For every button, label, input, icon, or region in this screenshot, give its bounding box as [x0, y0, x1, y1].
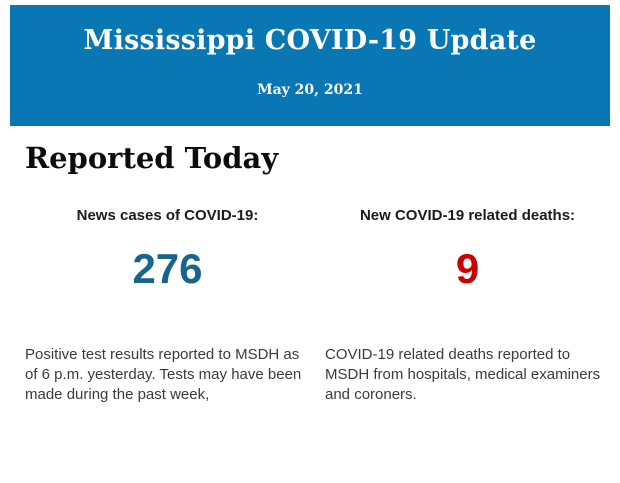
report-date: May 20, 2021 [257, 82, 363, 98]
stat-new-cases: News cases of COVID-19: 276 Positive tes… [25, 207, 310, 405]
page-title: Mississippi COVID-19 Update [83, 25, 537, 56]
stats-grid: News cases of COVID-19: 276 Positive tes… [25, 207, 610, 405]
new-cases-description: Positive test results reported to MSDH a… [25, 346, 302, 403]
new-cases-label: News cases of COVID-19: [76, 207, 259, 224]
section-heading: Reported Today [25, 141, 279, 175]
new-cases-value: 276 [132, 245, 203, 292]
header-banner: Mississippi COVID-19 Update May 20, 2021 [10, 5, 610, 126]
content: Reported Today News cases of COVID-19: 2… [25, 126, 610, 405]
new-deaths-label: New COVID-19 related deaths: [359, 207, 576, 224]
stat-new-deaths: New COVID-19 related deaths: 9 COVID-19 … [325, 207, 610, 405]
new-deaths-value: 9 [455, 245, 480, 292]
new-deaths-description: COVID-19 related deaths reported to MSDH… [325, 346, 601, 403]
